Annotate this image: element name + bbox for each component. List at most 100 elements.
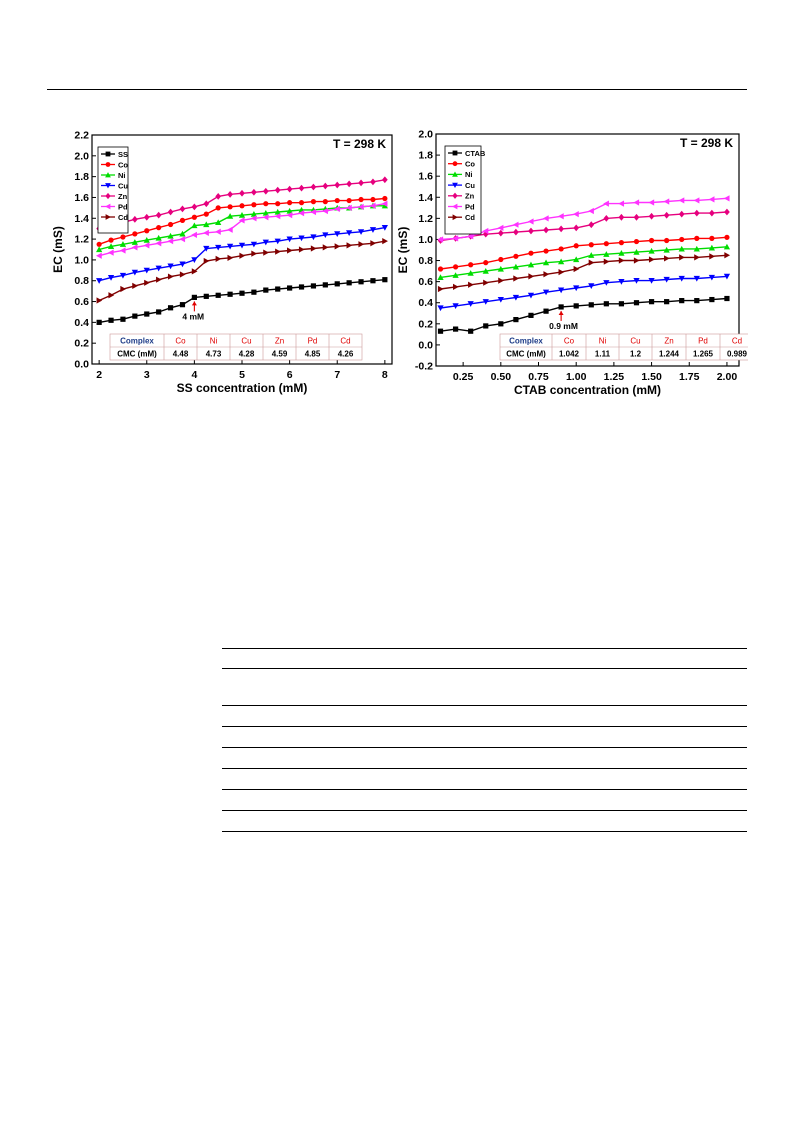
data-point	[573, 224, 580, 232]
data-point	[132, 282, 138, 290]
cmc-table-header-cell: Cu	[241, 337, 251, 346]
data-point	[262, 239, 269, 246]
data-point	[588, 259, 595, 266]
data-point	[262, 187, 269, 195]
cmc-table-value-cell: 1.11	[595, 350, 611, 359]
chart-ctab-svg: -0.2 0.0 0.2 0.4 0.6 0.8 1.0 1.2 1.4 1.6 1.8 2.0 0.2…	[396, 129, 755, 397]
temperature-label: T = 298 K	[333, 137, 386, 151]
table-rule	[222, 705, 747, 706]
data-point	[251, 289, 257, 295]
data-point	[226, 226, 233, 233]
data-point	[557, 213, 564, 220]
annotation-label: 4 mM	[182, 311, 204, 321]
data-point	[603, 280, 610, 286]
data-point	[694, 298, 700, 304]
legend-marker	[105, 151, 111, 157]
y-tick-label: 1.2	[418, 213, 433, 225]
data-point	[542, 215, 549, 222]
data-point	[588, 221, 595, 229]
data-point	[346, 180, 353, 188]
data-point	[497, 224, 504, 231]
data-point	[512, 294, 520, 301]
legend-label: Co	[118, 160, 128, 169]
data-point	[648, 299, 655, 305]
data-point	[239, 189, 245, 197]
data-point	[498, 321, 504, 327]
x-tick-label: 0.75	[528, 371, 549, 383]
series-line-ni	[440, 246, 727, 279]
legend-marker	[105, 162, 111, 167]
data-point	[132, 231, 138, 237]
data-point	[108, 317, 114, 323]
data-point	[723, 243, 731, 250]
data-point	[724, 208, 730, 216]
data-point	[215, 193, 222, 200]
x-tick-label: 4	[191, 369, 197, 381]
data-point	[528, 312, 534, 318]
legend-label: Pd	[465, 202, 475, 211]
data-point	[191, 231, 197, 239]
y-tick-label: 0.4	[418, 297, 433, 309]
data-point	[191, 257, 198, 264]
data-point	[618, 250, 625, 256]
data-point	[322, 244, 329, 251]
data-point	[468, 262, 474, 268]
y-tick-label: 0.2	[418, 318, 433, 330]
data-point	[156, 225, 162, 231]
chart-ctab-conductivity: -0.2 0.0 0.2 0.4 0.6 0.8 1.0 1.2 1.4 1.6 1.8 2.0 0.2…	[396, 126, 755, 404]
data-point	[527, 292, 535, 299]
data-point	[498, 256, 504, 263]
cmc-table-header-cell: Co	[564, 337, 575, 346]
data-point	[275, 201, 281, 207]
data-point	[143, 267, 150, 274]
data-point	[346, 242, 353, 249]
legend-label: Pd	[118, 202, 128, 211]
table-rule	[222, 648, 747, 649]
data-point	[663, 246, 670, 253]
data-point	[468, 328, 474, 334]
y-tick-label: 1.0	[74, 254, 89, 266]
data-point	[357, 229, 365, 235]
data-point	[603, 258, 610, 265]
data-point	[179, 302, 186, 308]
y-tick-label: 1.2	[74, 234, 89, 246]
data-point	[191, 214, 197, 220]
data-point	[618, 301, 625, 307]
table-rule	[222, 810, 747, 811]
data-point	[96, 241, 102, 247]
data-point	[346, 230, 353, 236]
data-point	[167, 221, 174, 228]
data-point	[119, 247, 126, 254]
series-line-cu	[440, 275, 727, 309]
cmc-table-value-cell: 1.244	[659, 350, 680, 359]
cmc-table-value-cell: 4.26	[338, 350, 354, 359]
data-point	[437, 266, 444, 272]
data-point	[346, 197, 352, 204]
data-point	[370, 240, 377, 247]
data-point	[381, 202, 388, 209]
cmc-table-header-cell: Ni	[210, 337, 218, 346]
data-point	[203, 257, 210, 265]
data-point	[334, 243, 341, 250]
legend-label: Cd	[118, 213, 128, 222]
cmc-table-header-cell: Pd	[308, 337, 318, 346]
data-point	[358, 241, 365, 248]
series-line-pd	[440, 197, 727, 241]
data-point	[588, 302, 594, 308]
data-point	[167, 208, 174, 216]
data-point	[144, 311, 150, 317]
data-point	[155, 234, 162, 241]
data-point	[468, 281, 474, 288]
data-point	[322, 182, 329, 190]
data-point	[144, 279, 150, 286]
data-point	[107, 275, 115, 281]
data-point	[452, 272, 459, 278]
data-point	[452, 303, 459, 310]
data-point	[286, 212, 293, 219]
cmc-table-header-cell: Zn	[275, 337, 284, 346]
data-point	[263, 201, 269, 207]
annotation-label: 0.9 mM	[549, 321, 578, 331]
temperature-label: T = 298 K	[680, 136, 733, 150]
legend-label: Cd	[465, 213, 475, 222]
header-rule	[47, 89, 747, 90]
